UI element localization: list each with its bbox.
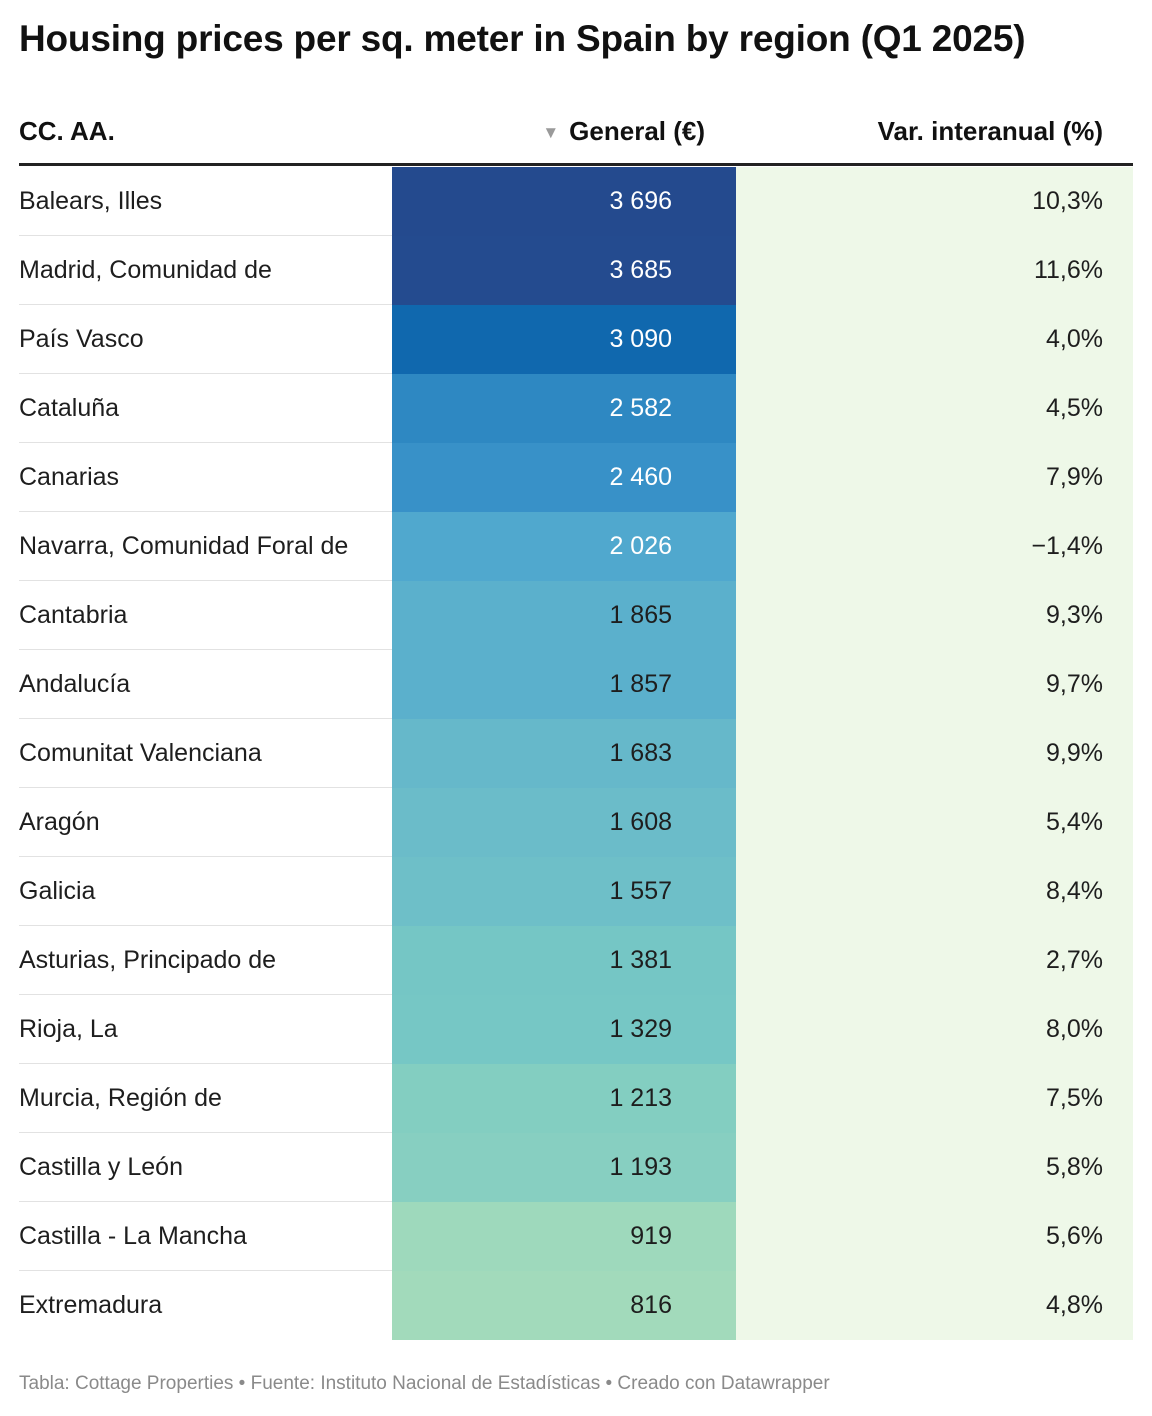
general-price-cell: 919	[392, 1202, 736, 1271]
column-header-region[interactable]: CC. AA.	[19, 116, 115, 146]
column-header-general[interactable]: ▼ General (€)	[542, 116, 705, 147]
general-price-cell: 2 460	[392, 443, 736, 512]
region-cell: Comunitat Valenciana	[19, 739, 262, 767]
general-price-cell: 816	[392, 1271, 736, 1340]
table-row: Castilla - La Mancha 919 5,6%	[19, 1202, 1133, 1271]
table-row: Madrid, Comunidad de 3 685 11,6%	[19, 236, 1133, 305]
variation-cell: 5,4%	[736, 788, 1133, 857]
variation-cell: 7,9%	[736, 443, 1133, 512]
column-header-variation[interactable]: Var. interanual (%)	[877, 116, 1103, 146]
table-header: CC. AA. ▼ General (€) Var. interanual (%)	[19, 108, 1133, 166]
region-cell: Cantabria	[19, 601, 128, 629]
variation-cell: 10,3%	[736, 167, 1133, 236]
table-row: Cantabria 1 865 9,3%	[19, 581, 1133, 650]
general-price-cell: 1 329	[392, 995, 736, 1064]
region-cell: Andalucía	[19, 670, 131, 698]
general-price-cell: 1 857	[392, 650, 736, 719]
table-row: Andalucía 1 857 9,7%	[19, 650, 1133, 719]
table-row: País Vasco 3 090 4,0%	[19, 305, 1133, 374]
general-price-cell: 3 696	[392, 167, 736, 236]
variation-cell: 8,0%	[736, 995, 1133, 1064]
table-row: Balears, Illes 3 696 10,3%	[19, 167, 1133, 236]
variation-cell: 5,6%	[736, 1202, 1133, 1271]
region-cell: Galicia	[19, 877, 96, 905]
table-row: Castilla y León 1 193 5,8%	[19, 1133, 1133, 1202]
table-row: Aragón 1 608 5,4%	[19, 788, 1133, 857]
table-row: Navarra, Comunidad Foral de 2 026 −1,4%	[19, 512, 1133, 581]
region-cell: Asturias, Principado de	[19, 946, 277, 974]
footer-credits: Tabla: Cottage Properties • Fuente: Inst…	[19, 1373, 830, 1394]
region-cell: Balears, Illes	[19, 187, 163, 215]
general-price-cell: 1 683	[392, 719, 736, 788]
general-price-cell: 3 685	[392, 236, 736, 305]
general-price-cell: 3 090	[392, 305, 736, 374]
region-cell: Navarra, Comunidad Foral de	[19, 532, 349, 560]
sort-descending-icon[interactable]: ▼	[542, 123, 560, 142]
table-row: Galicia 1 557 8,4%	[19, 857, 1133, 926]
region-cell: Aragón	[19, 808, 100, 836]
table-row: Rioja, La 1 329 8,0%	[19, 995, 1133, 1064]
general-price-cell: 1 557	[392, 857, 736, 926]
chart-title: Housing prices per sq. meter in Spain by…	[19, 18, 1026, 59]
variation-cell: 7,5%	[736, 1064, 1133, 1133]
variation-cell: 4,0%	[736, 305, 1133, 374]
table-row: Extremadura 816 4,8%	[19, 1271, 1133, 1340]
table-body: Balears, Illes 3 696 10,3% Madrid, Comunida…	[19, 167, 1133, 1340]
region-cell: Extremadura	[19, 1291, 163, 1319]
region-cell: Murcia, Región de	[19, 1084, 222, 1112]
variation-cell: 9,7%	[736, 650, 1133, 719]
table-row: Cataluña 2 582 4,5%	[19, 374, 1133, 443]
variation-cell: 9,9%	[736, 719, 1133, 788]
table-row: Asturias, Principado de 1 381 2,7%	[19, 926, 1133, 995]
region-cell: Rioja, La	[19, 1015, 118, 1043]
general-price-cell: 2 026	[392, 512, 736, 581]
variation-cell: 2,7%	[736, 926, 1133, 995]
table-row: Murcia, Región de 1 213 7,5%	[19, 1064, 1133, 1133]
region-cell: Cataluña	[19, 394, 120, 422]
general-price-cell: 1 608	[392, 788, 736, 857]
variation-cell: −1,4%	[736, 512, 1133, 581]
variation-cell: 4,5%	[736, 374, 1133, 443]
table-row: Canarias 2 460 7,9%	[19, 443, 1133, 512]
general-price-cell: 1 193	[392, 1133, 736, 1202]
variation-cell: 9,3%	[736, 581, 1133, 650]
table-row: Comunitat Valenciana 1 683 9,9%	[19, 719, 1133, 788]
general-price-cell: 1 865	[392, 581, 736, 650]
region-cell: Castilla - La Mancha	[19, 1222, 247, 1250]
region-cell: País Vasco	[19, 325, 144, 353]
general-price-cell: 1 213	[392, 1064, 736, 1133]
variation-cell: 8,4%	[736, 857, 1133, 926]
general-price-cell: 2 582	[392, 374, 736, 443]
variation-cell: 4,8%	[736, 1271, 1133, 1340]
variation-cell: 11,6%	[736, 236, 1133, 305]
column-header-general-label: General (€)	[569, 116, 705, 146]
region-cell: Canarias	[19, 463, 120, 491]
general-price-cell: 1 381	[392, 926, 736, 995]
region-cell: Madrid, Comunidad de	[19, 256, 272, 284]
region-cell: Castilla y León	[19, 1153, 183, 1181]
variation-cell: 5,8%	[736, 1133, 1133, 1202]
